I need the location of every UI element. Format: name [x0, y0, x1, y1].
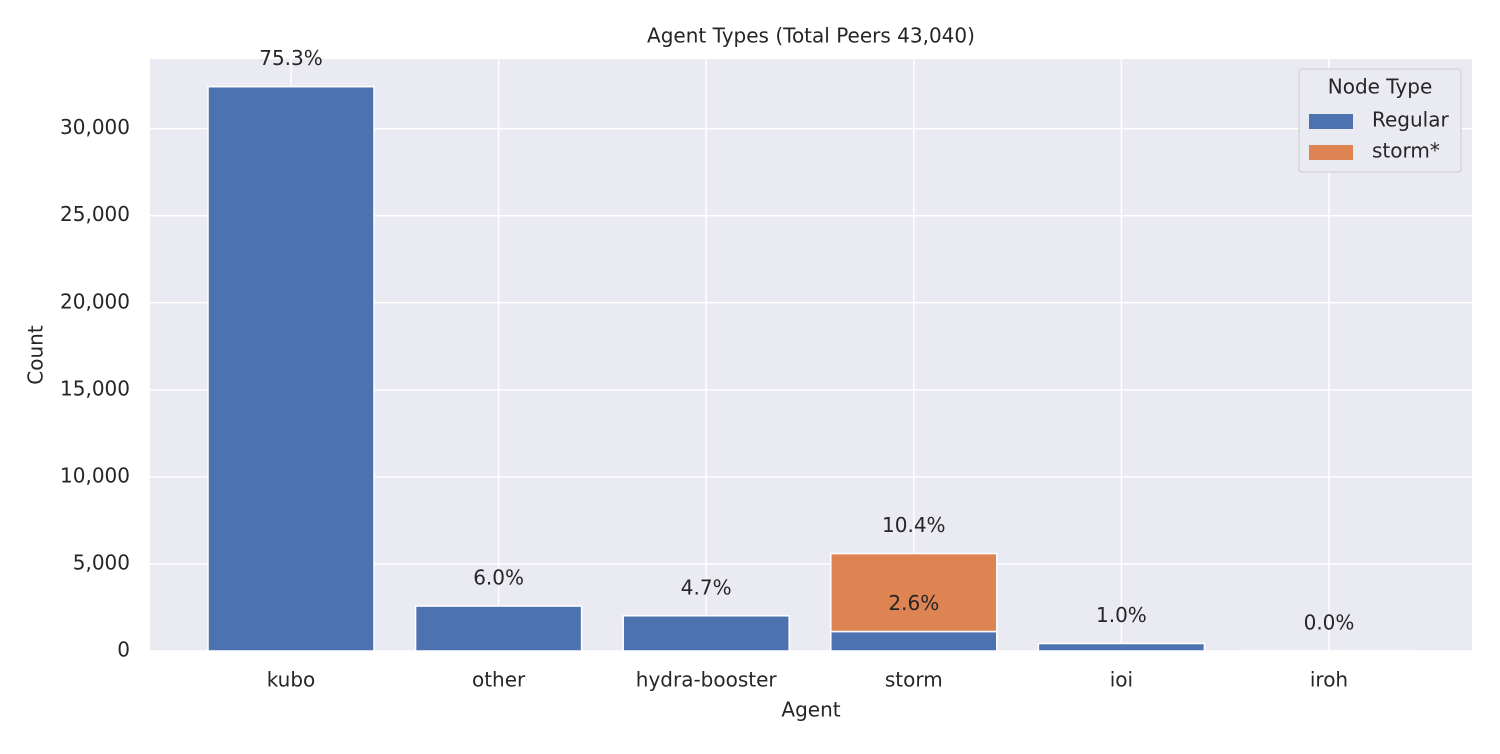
legend-swatch	[1309, 145, 1353, 160]
y-tick-label: 0	[117, 638, 130, 662]
x-tick-label: iroh	[1310, 668, 1348, 692]
legend-label: Regular	[1372, 108, 1449, 132]
data-label: 0.0%	[1304, 610, 1355, 634]
y-tick-label: 30,000	[60, 115, 130, 139]
legend-label: storm*	[1372, 139, 1440, 163]
bar	[1038, 644, 1204, 651]
x-tick-label: storm	[885, 668, 943, 692]
x-tick-label: ioi	[1110, 668, 1133, 692]
legend: Node Type Regular storm*	[1299, 69, 1461, 172]
y-tick-label: 15,000	[60, 376, 130, 400]
data-label: 75.3%	[259, 46, 323, 70]
data-label: 4.7%	[681, 575, 732, 599]
x-tick-label: other	[472, 668, 526, 692]
y-tick-label: 25,000	[60, 202, 130, 226]
y-tick-label: 10,000	[60, 463, 130, 487]
bar	[831, 632, 997, 651]
x-tick-label: hydra-booster	[636, 668, 778, 692]
y-axis-label: Count	[24, 325, 48, 385]
y-tick-label: 20,000	[60, 289, 130, 313]
legend-title: Node Type	[1328, 75, 1433, 99]
data-label: 6.0%	[473, 566, 524, 590]
bar	[623, 616, 789, 651]
data-label: 2.6%	[888, 591, 939, 615]
bar	[208, 87, 374, 651]
x-axis-label: Agent	[781, 698, 840, 722]
x-tick-label: kubo	[267, 668, 316, 692]
data-label: 10.4%	[882, 513, 946, 537]
legend-swatch	[1309, 114, 1353, 129]
data-label: 1.0%	[1096, 603, 1147, 627]
chart-title: Agent Types (Total Peers 43,040)	[647, 24, 975, 48]
bar	[416, 606, 582, 651]
y-tick-label: 5,000	[73, 550, 130, 574]
